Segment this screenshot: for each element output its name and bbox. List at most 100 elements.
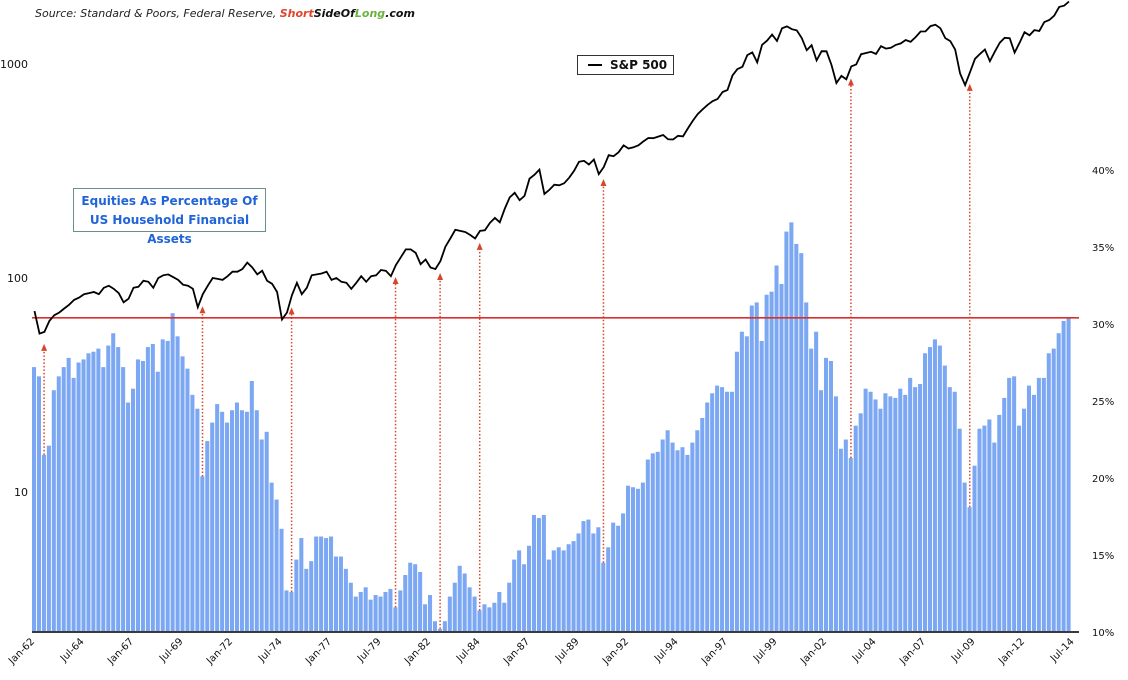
bar	[601, 562, 606, 632]
bar	[259, 439, 264, 632]
bar	[477, 610, 482, 632]
bar	[502, 602, 507, 632]
bar	[373, 595, 378, 632]
right-tick-label: 10%	[1092, 628, 1114, 639]
bar	[1031, 394, 1036, 632]
bar	[264, 431, 269, 632]
x-tick-label: Jul-14	[1048, 636, 1077, 665]
bar	[106, 345, 111, 632]
bar	[175, 336, 180, 632]
bar	[507, 582, 512, 632]
arrow-head	[437, 273, 444, 281]
bar	[828, 360, 833, 632]
bar	[393, 607, 398, 632]
x-tick-label: Jul-89	[553, 636, 582, 665]
bar	[254, 410, 259, 632]
bar	[522, 564, 527, 632]
bar	[497, 591, 502, 632]
bar	[1017, 425, 1022, 632]
bar	[630, 487, 635, 632]
bar	[160, 339, 165, 632]
bar	[225, 422, 230, 632]
bar	[457, 565, 462, 632]
bar	[1046, 353, 1051, 632]
x-tick-label: Jul-09	[949, 636, 978, 665]
bar	[304, 568, 309, 632]
bar	[1061, 320, 1066, 632]
arrow-head	[288, 307, 295, 315]
bar	[908, 377, 913, 632]
x-tick-label: Jan-82	[402, 636, 433, 667]
bar	[942, 365, 947, 632]
bar	[685, 454, 690, 632]
bar	[210, 422, 215, 632]
bar	[541, 514, 546, 632]
bar-series	[32, 222, 1071, 633]
bar	[784, 231, 789, 632]
bar	[348, 582, 353, 632]
legend-label-sp500: S&P 500	[610, 58, 668, 72]
x-axis: Jan-62 Jul-64 Jan-67 Jul-69 Jan-72 Jul-74 Jan-…	[6, 636, 1076, 667]
bar	[774, 265, 779, 632]
bar	[289, 591, 294, 632]
bar	[804, 302, 809, 632]
bar	[205, 441, 210, 632]
x-tick-label: Jan-77	[303, 636, 334, 667]
bar	[353, 596, 358, 632]
bar	[1012, 376, 1017, 632]
sp500-line	[33, 0, 1070, 335]
bar	[546, 559, 551, 632]
x-tick-label: Jul-79	[355, 636, 384, 665]
right-tick-label: 30%	[1092, 320, 1114, 331]
bar	[403, 575, 408, 632]
right-tick-label: 35%	[1092, 243, 1114, 254]
bar	[591, 533, 596, 632]
bar	[720, 387, 725, 632]
bar	[447, 596, 452, 632]
bar	[536, 518, 541, 632]
x-tick-label: Jan-72	[204, 636, 235, 667]
x-tick-label: Jul-74	[256, 636, 285, 665]
bar	[66, 357, 71, 632]
bar	[675, 450, 680, 632]
bar	[769, 291, 774, 632]
bar	[155, 371, 160, 632]
bar	[937, 345, 942, 632]
x-tick-label: Jan-62	[6, 636, 37, 667]
bar	[76, 362, 81, 632]
left-axis: 1000 100 10	[0, 58, 28, 499]
bar	[442, 621, 447, 632]
bar	[794, 243, 799, 633]
bar	[343, 568, 348, 632]
bar	[957, 428, 962, 632]
bar	[244, 411, 249, 632]
bar	[215, 404, 220, 632]
bar	[923, 353, 928, 632]
bar	[284, 590, 289, 632]
bar	[41, 454, 46, 632]
arrow-head	[199, 306, 206, 314]
bar	[715, 385, 720, 632]
bar	[744, 336, 749, 632]
bar	[131, 388, 136, 632]
bar	[814, 331, 819, 632]
x-tick-label: Jan-67	[105, 636, 136, 667]
bar	[413, 564, 418, 632]
bar	[170, 313, 175, 632]
bar	[185, 368, 190, 632]
bar	[838, 448, 843, 632]
arrow-annotations	[41, 78, 973, 629]
bar	[616, 525, 621, 632]
bar	[368, 599, 373, 632]
x-tick-label: Jul-64	[58, 636, 87, 665]
bar	[363, 587, 368, 632]
bar	[180, 356, 185, 632]
legend-swatch-sp500	[588, 64, 602, 66]
x-tick-label: Jan-02	[798, 636, 829, 667]
bar	[645, 459, 650, 632]
bar	[581, 521, 586, 632]
bar	[824, 357, 829, 632]
bar	[51, 390, 56, 632]
bar	[819, 390, 824, 632]
bar	[640, 482, 645, 632]
